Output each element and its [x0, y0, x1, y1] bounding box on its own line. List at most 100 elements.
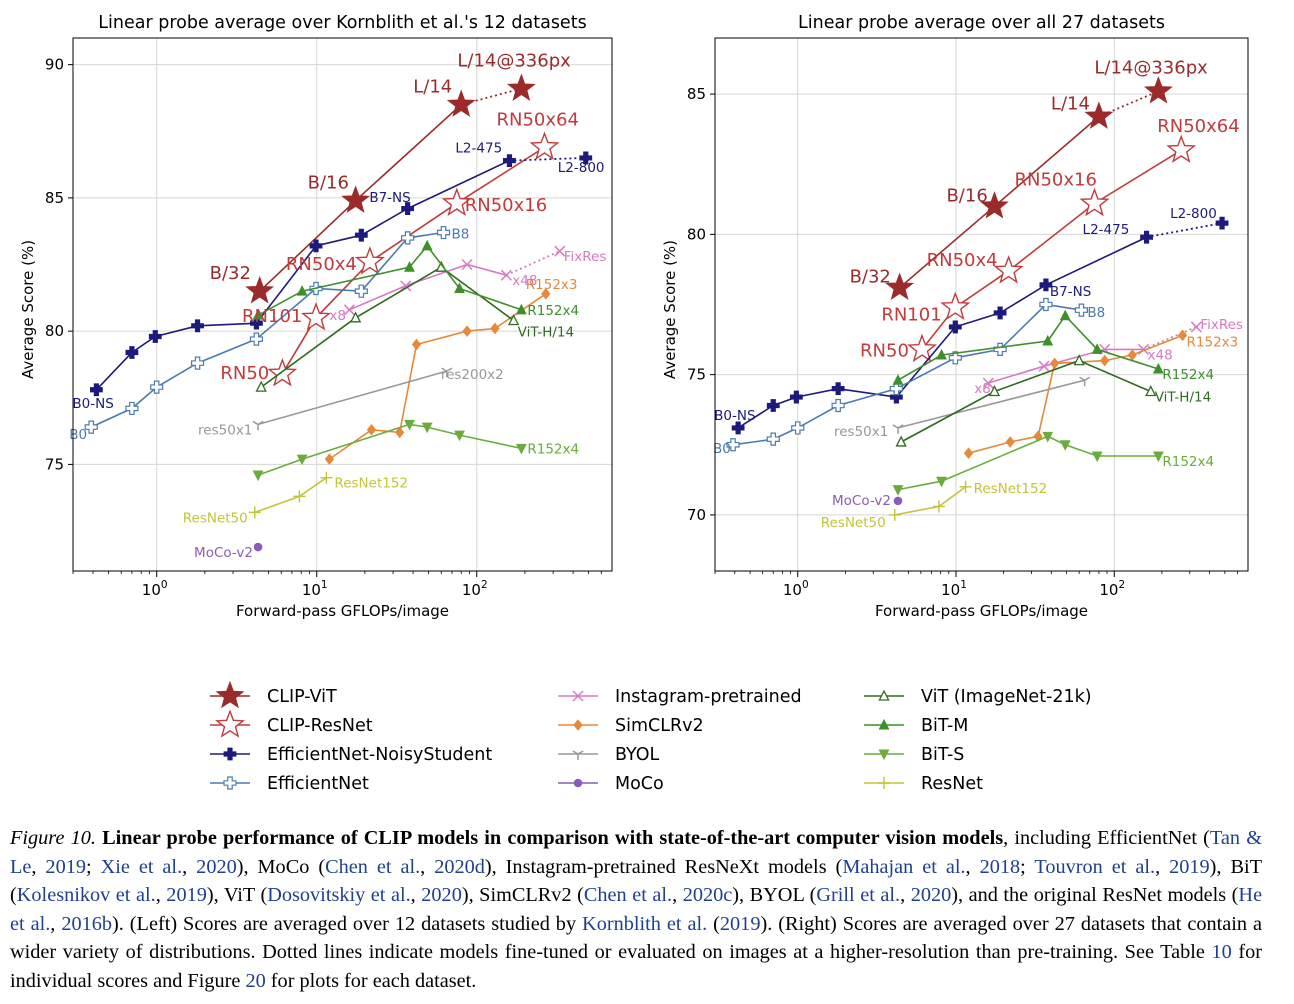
- figure: L/14@336pxL/14B/16B/32RN50x64RN50x16RN50…: [19, 13, 1249, 794]
- series-line: [897, 314, 1159, 381]
- caption-citation[interactable]: 2019: [719, 912, 761, 935]
- data-point: [892, 374, 904, 385]
- caption-text: ,: [31, 855, 46, 878]
- data-point: [1039, 278, 1053, 292]
- point-label: L/14: [1051, 94, 1090, 115]
- caption-text: ). (Left) Scores are averaged over 12 da…: [112, 912, 583, 935]
- caption-citation[interactable]: Mahajan et al.: [842, 855, 966, 878]
- data-point: [404, 261, 415, 272]
- caption-citation[interactable]: 10: [1211, 941, 1232, 964]
- series-bit-m: [892, 309, 1164, 385]
- data-point: [441, 187, 472, 217]
- x-axis-label: Forward-pass GFLOPs/image: [236, 602, 449, 620]
- caption-citation[interactable]: 2020c: [682, 884, 733, 907]
- point-label: B/16: [308, 173, 349, 194]
- series-line: [988, 348, 1144, 384]
- legend-label: ResNet: [921, 774, 983, 794]
- data-point: [1190, 321, 1202, 333]
- data-point: [354, 246, 385, 275]
- y-tick-label: 80: [45, 322, 64, 340]
- data-point: [401, 231, 415, 245]
- point-label: L2-475: [1083, 222, 1130, 238]
- point-label: FixRes: [564, 249, 607, 265]
- series-line: [349, 263, 507, 311]
- point-label: MoCo-v2: [832, 493, 891, 509]
- data-point: [249, 332, 264, 346]
- caption-citation[interactable]: 2019: [45, 855, 86, 878]
- legend-label: BiT-M: [921, 716, 968, 736]
- caption-text: ), and the original ResNet models (: [951, 884, 1239, 907]
- legend-marker: [572, 690, 584, 702]
- point-label: R152x4: [527, 303, 579, 319]
- data-point: [892, 424, 904, 434]
- legend-label: Instagram-pretrained: [615, 687, 802, 707]
- caption-text: ), BiT (: [10, 855, 1262, 907]
- caption-text: ;: [85, 855, 101, 878]
- legend-item-vit-imagenet-21k: ViT (ImageNet-21k): [864, 687, 1092, 707]
- point-label: RN101: [242, 306, 302, 327]
- data-point: [1079, 376, 1091, 387]
- caption-citation[interactable]: Touvron et al.: [1034, 855, 1156, 878]
- y-tick-label: 85: [687, 85, 706, 103]
- caption-citation[interactable]: 2019: [166, 884, 207, 907]
- data-point: [579, 151, 593, 165]
- data-point: [1049, 357, 1060, 370]
- caption-citation[interactable]: 2018: [979, 855, 1021, 878]
- data-point: [441, 367, 453, 378]
- caption-citation[interactable]: Kornblith et al.: [582, 912, 708, 935]
- legend: CLIP-ViT CLIP-ResNet EfficientNet-NoisyStu…: [210, 680, 1092, 794]
- data-point: [1215, 216, 1229, 230]
- point-label: L/14@336px: [457, 51, 571, 72]
- y-axis-label: Average Score (%): [661, 240, 679, 379]
- data-point: [400, 280, 412, 292]
- caption-text: for individual scores and Figure: [10, 941, 1262, 992]
- point-label: B0: [69, 427, 87, 443]
- data-point: [89, 383, 103, 397]
- point-label: ViT-H/14: [1155, 389, 1211, 405]
- data-point: [515, 443, 527, 455]
- data-point: [831, 382, 845, 396]
- legend-label: SimCLRv2: [615, 716, 704, 736]
- caption-citation[interactable]: Tan & Le: [10, 827, 1262, 878]
- caption-text: ,: [965, 855, 980, 878]
- x-tick-label: 100: [142, 579, 168, 599]
- data-point: [726, 438, 740, 452]
- point-label: RN50x16: [1014, 170, 1096, 191]
- series-resnet: [248, 471, 333, 519]
- series-dotted-line: [1146, 222, 1223, 239]
- caption-citation[interactable]: 2020d: [434, 855, 485, 878]
- data-point: [948, 320, 962, 334]
- caption-citation[interactable]: 2019: [1169, 855, 1210, 878]
- point-label: B0-NS: [72, 396, 113, 412]
- series-bit-s: [892, 431, 1164, 496]
- caption-citation[interactable]: Grill et al.: [816, 884, 901, 907]
- x-tick-label: 101: [302, 579, 328, 599]
- data-point: [354, 284, 368, 298]
- caption-citation[interactable]: Kolesnikov et al.: [16, 884, 156, 907]
- x-tick-label: 101: [941, 579, 967, 599]
- series-line: [90, 231, 444, 428]
- data-point: [1073, 354, 1085, 366]
- caption-citation[interactable]: Dosovitskiy et al.: [267, 884, 411, 907]
- legend-item-bit-s: BiT-S: [864, 745, 964, 765]
- data-point: [148, 330, 162, 343]
- legend-marker: [878, 749, 890, 761]
- caption-citation[interactable]: Xie et al.: [100, 855, 183, 878]
- caption-citation[interactable]: He et al.: [10, 884, 1263, 935]
- legend-marker: [215, 680, 245, 709]
- caption-citation[interactable]: 2020: [421, 884, 462, 907]
- data-point: [993, 306, 1007, 320]
- legend-label: CLIP-ViT: [267, 687, 337, 707]
- caption-citation[interactable]: Chen et al.: [583, 884, 673, 907]
- caption-citation[interactable]: 2020: [196, 855, 237, 878]
- data-point: [766, 432, 780, 446]
- caption-citation[interactable]: 20: [245, 969, 266, 992]
- caption-citation[interactable]: 2020: [910, 884, 952, 907]
- caption-text: (: [707, 912, 720, 935]
- caption-citation[interactable]: Chen et al.: [325, 855, 421, 878]
- data-point: [895, 435, 907, 447]
- series-clip-resnet: [907, 134, 1197, 363]
- caption-citation[interactable]: 2016b: [61, 912, 113, 935]
- point-label: RN101: [881, 304, 941, 325]
